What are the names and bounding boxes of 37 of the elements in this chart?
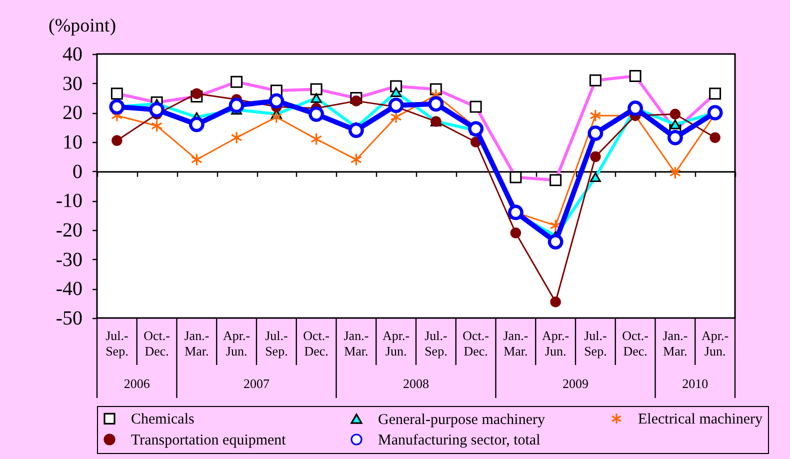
y-tick-label: -10	[56, 190, 82, 212]
y-axis-title: (%point)	[48, 16, 116, 36]
y-tick-label: -20	[56, 220, 82, 242]
x-tick-label: Apr.-Jun.	[702, 328, 729, 358]
x-tick-label: Jul.-Sep.	[265, 328, 288, 358]
text: 2009	[562, 376, 588, 391]
x-tick-label: Apr.-Jun.	[382, 328, 410, 358]
legend-label: Chemicals	[131, 412, 194, 428]
x-tick-label: Jan.-Mar.	[344, 328, 369, 358]
legend-label: Manufacturing sector, total	[378, 432, 540, 448]
y-tick-label: -50	[56, 308, 82, 330]
x-tick-label: Oct.-Dec.	[303, 328, 330, 358]
text: 2006	[124, 376, 150, 391]
legend-label: General-purpose machinery	[378, 412, 546, 428]
x-tick-label: Jan.-Mar.	[184, 328, 210, 358]
x-tick-label: Jul.-Sep.	[106, 328, 128, 358]
text: 2007	[244, 376, 270, 391]
y-tick-label: 40	[62, 44, 82, 66]
text: 2008	[403, 376, 429, 391]
y-tick-label: 20	[62, 102, 82, 124]
legend-label: Electrical machinery	[638, 412, 764, 428]
y-tick-label: -30	[56, 248, 82, 271]
y-tick-label: 10	[62, 132, 82, 154]
x-tick-label: Jul.-Sep.	[584, 328, 607, 358]
legend-label: Transportation equipment	[131, 432, 287, 448]
y-tick-label: 30	[62, 72, 82, 95]
y-tick-label: -40	[56, 278, 82, 300]
y-tick-label: 0	[72, 160, 82, 183]
x-tick-label: Oct.-Dec.	[622, 328, 648, 358]
x-tick-label: Apr.-Jun.	[223, 328, 250, 358]
text: 2010	[682, 376, 708, 391]
x-tick-label: Jul.-Sep.	[424, 328, 448, 358]
x-tick-label: Jan.-Mar.	[662, 328, 688, 358]
x-tick-label: Apr.-Jun.	[542, 328, 570, 358]
x-tick-label: Jan.-Mar.	[503, 328, 528, 358]
x-tick-label: Oct.-Dec.	[462, 328, 489, 358]
x-tick-label: Oct.-Dec.	[144, 328, 170, 358]
